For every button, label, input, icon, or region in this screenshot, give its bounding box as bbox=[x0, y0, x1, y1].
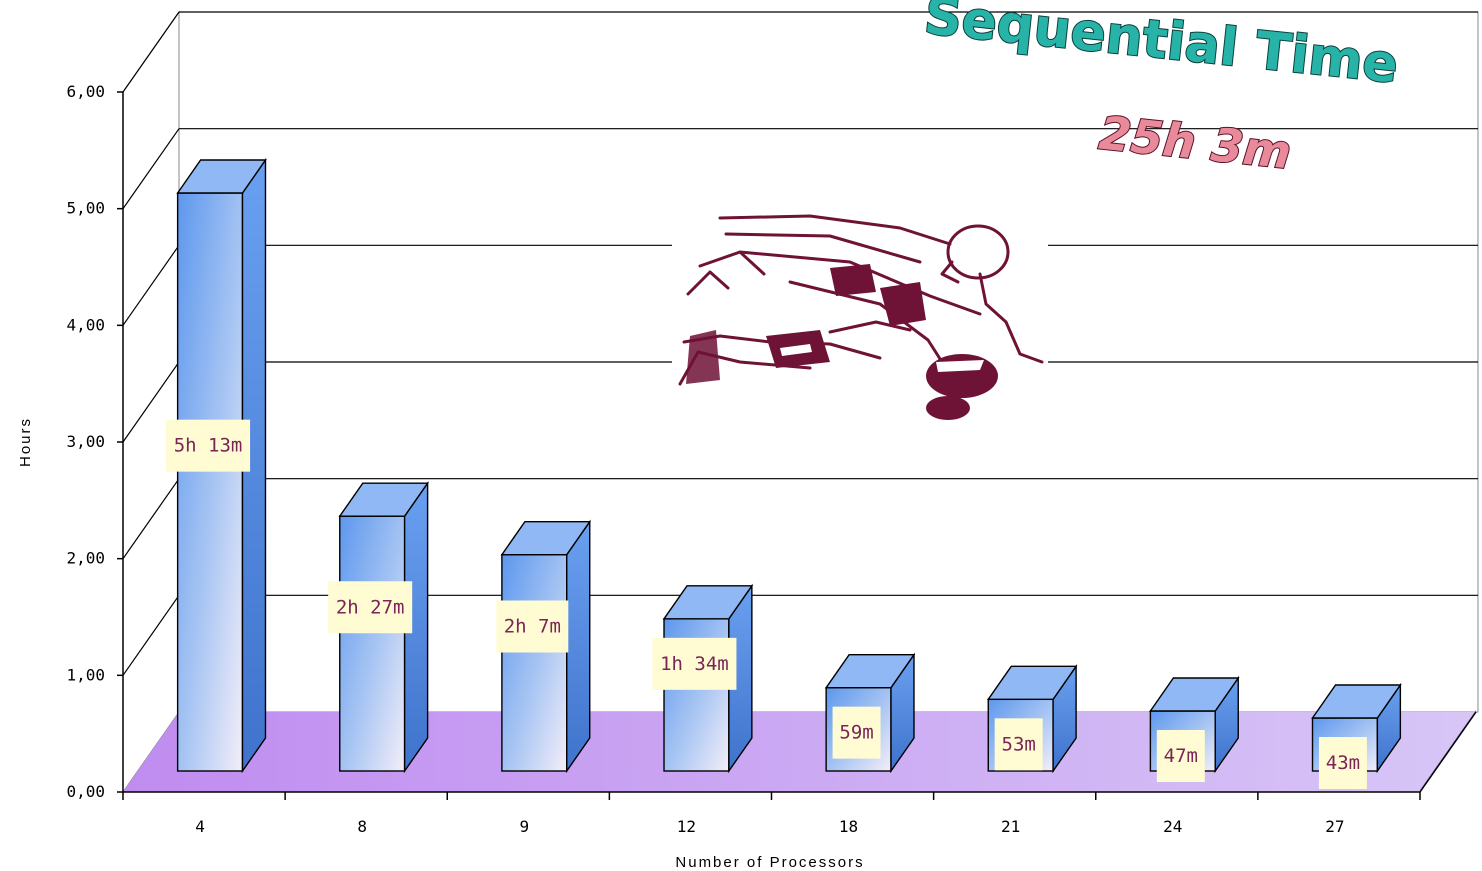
y-tick-label: 3,00 bbox=[66, 432, 105, 451]
data-label: 59m bbox=[839, 722, 873, 744]
data-label-group: 2h 7m bbox=[496, 600, 569, 653]
data-label: 1h 34m bbox=[660, 653, 729, 675]
data-labels: 5h 13m 2h 27m 2h 7m 1h 34m 59m 53m 47m 43m bbox=[166, 419, 1367, 789]
x-axis-depth-line bbox=[1419, 711, 1477, 793]
bar bbox=[500, 519, 592, 774]
gridline-side bbox=[122, 11, 180, 93]
data-label: 53m bbox=[1002, 733, 1036, 755]
x-tick-label: 24 bbox=[1163, 817, 1182, 836]
floor-surface bbox=[123, 712, 1476, 792]
bar-front bbox=[339, 515, 406, 772]
y-tick-label: 4,00 bbox=[66, 315, 105, 334]
data-label-group: 2h 27m bbox=[328, 581, 413, 634]
data-label-group: 1h 34m bbox=[652, 637, 737, 690]
y-axis-title: Hours bbox=[17, 417, 34, 467]
data-label-box bbox=[652, 637, 737, 690]
bar-front bbox=[501, 553, 568, 772]
bar-top bbox=[824, 653, 916, 689]
y-tick-label: 5,00 bbox=[66, 199, 105, 218]
data-label-group: 59m bbox=[832, 706, 881, 759]
bar-front bbox=[176, 192, 244, 772]
gridline-side bbox=[122, 128, 180, 210]
chart-floor bbox=[123, 710, 1476, 792]
data-label-group: 47m bbox=[1156, 730, 1205, 782]
x-tick-label: 18 bbox=[839, 817, 858, 836]
y-tick-label: 1,00 bbox=[66, 665, 105, 684]
y-tick-label: 0,00 bbox=[66, 782, 105, 801]
data-label: 47m bbox=[1164, 745, 1198, 767]
bar bbox=[338, 480, 429, 774]
x-tick-label: 8 bbox=[357, 817, 367, 836]
data-label-box bbox=[166, 419, 251, 472]
bar bbox=[176, 157, 267, 774]
bar-top bbox=[500, 520, 592, 556]
gridline-side bbox=[122, 244, 180, 326]
x-axis-ticks: 4 8 9 12 18 21 24 27 bbox=[122, 792, 1421, 836]
data-label: 2h 7m bbox=[504, 616, 561, 638]
x-tick-label: 9 bbox=[519, 817, 529, 836]
x-tick-label: 12 bbox=[677, 817, 696, 836]
data-label-box bbox=[994, 718, 1043, 771]
gridline-side bbox=[122, 478, 180, 560]
data-label: 43m bbox=[1326, 752, 1360, 774]
bar-top bbox=[662, 585, 754, 620]
data-label-group: 5h 13m bbox=[166, 419, 251, 472]
data-label: 2h 27m bbox=[336, 596, 405, 618]
data-label-box bbox=[328, 581, 413, 634]
data-label: 5h 13m bbox=[174, 435, 243, 457]
football-player-diving-icon bbox=[672, 208, 1048, 420]
data-label-box bbox=[832, 706, 881, 759]
data-label-box bbox=[1156, 730, 1205, 782]
bar-top bbox=[176, 159, 267, 194]
gridline-side bbox=[122, 361, 180, 443]
bar-side bbox=[566, 519, 591, 774]
gridline-side bbox=[122, 594, 180, 676]
data-label-group: 43m bbox=[1318, 737, 1367, 789]
x-axis-title: Number of Processors bbox=[675, 854, 864, 871]
x-tick-label: 27 bbox=[1325, 817, 1344, 836]
x-tick-label: 4 bbox=[195, 817, 205, 836]
y-axis-ticks: 0,00 1,00 2,00 3,00 4,00 5,00 6,00 bbox=[66, 82, 123, 801]
data-label-box bbox=[1318, 737, 1367, 789]
y-tick-label: 2,00 bbox=[66, 549, 105, 568]
x-tick-label: 21 bbox=[1001, 817, 1020, 836]
bar-top bbox=[1311, 684, 1402, 719]
data-label-group: 53m bbox=[994, 718, 1043, 771]
bar-top bbox=[338, 482, 429, 517]
y-tick-label: 6,00 bbox=[66, 82, 105, 101]
bar-top bbox=[986, 665, 1078, 701]
bar-top bbox=[1149, 677, 1240, 712]
data-label-box bbox=[496, 600, 569, 653]
